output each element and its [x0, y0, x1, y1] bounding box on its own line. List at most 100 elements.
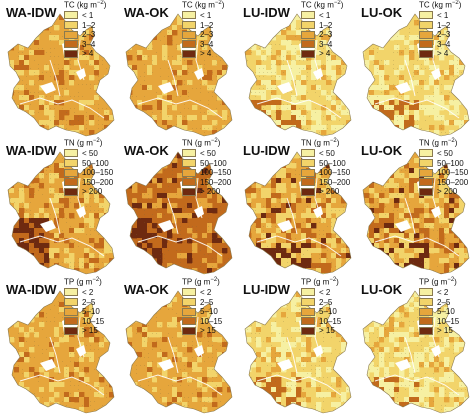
- map-cell: [89, 362, 95, 368]
- map-cell: [281, 80, 287, 86]
- map-cell: [232, 228, 236, 233]
- map-cell: [207, 70, 213, 76]
- map-cell: [44, 253, 50, 259]
- map-cell: [379, 85, 385, 91]
- map-cell: [227, 75, 232, 81]
- map-cell: [132, 208, 138, 214]
- map-cell: [251, 208, 257, 214]
- legend-unit-exponent: −2: [333, 0, 341, 6]
- map-cell: [409, 183, 415, 189]
- map-cell: [301, 100, 307, 106]
- map-cell: [321, 135, 327, 136]
- map-cell: [54, 392, 60, 398]
- map-cell: [74, 407, 80, 413]
- map-cell: [19, 302, 25, 308]
- map-cell: [79, 95, 85, 101]
- map-cell: [127, 163, 133, 169]
- map-cell: [326, 30, 332, 36]
- map-cell: [34, 90, 40, 96]
- map-cell: [212, 100, 218, 106]
- map-cell: [162, 392, 168, 398]
- map-cell: [394, 273, 400, 274]
- map-cell: [79, 228, 85, 234]
- map-cell: [346, 233, 351, 239]
- map-cell: [439, 188, 445, 194]
- map-cell: [34, 45, 40, 51]
- legend-swatch: [419, 40, 433, 49]
- map-cell: [276, 120, 282, 126]
- map-cell: [261, 332, 267, 338]
- legend-unit-close: ): [336, 277, 339, 287]
- map-cell: [227, 233, 232, 239]
- map-cell: [369, 110, 375, 116]
- map-cell: [8, 372, 10, 378]
- map-cell: [261, 253, 267, 259]
- map-cell: [39, 208, 45, 214]
- map-cell: [246, 327, 252, 333]
- map-cell: [132, 168, 138, 174]
- map-cell: [316, 218, 322, 224]
- map-cell: [207, 263, 213, 269]
- map-cell: [389, 115, 395, 121]
- map-cell: [291, 392, 297, 398]
- map-cell: [301, 357, 307, 363]
- map-cell: [222, 80, 228, 86]
- legend-class-label: 3–4: [319, 39, 333, 49]
- map-cell: [389, 30, 395, 36]
- map-cell: [266, 302, 272, 308]
- map-cell: [54, 163, 60, 169]
- map-cell: [212, 243, 218, 249]
- map-cell: [384, 243, 390, 249]
- map-cell: [409, 173, 415, 179]
- legend-swatch: [182, 298, 196, 307]
- map-cell: [251, 297, 257, 303]
- map-cell: [132, 45, 138, 51]
- map-cell: [296, 322, 302, 328]
- map-cell: [469, 243, 473, 248]
- map-cell: [182, 347, 188, 353]
- map-cell: [14, 297, 20, 303]
- map-cell: [251, 228, 257, 234]
- map-cell: [177, 178, 183, 184]
- map-cell: [182, 70, 188, 76]
- map-cell: [126, 337, 128, 343]
- map-cell: [162, 342, 168, 348]
- map-cell: [142, 337, 148, 343]
- map-cell: [364, 35, 370, 41]
- map-cell: [227, 263, 232, 269]
- map-cell: [374, 60, 380, 66]
- map-cell: [379, 95, 385, 101]
- legend-title: TN (g m−2): [301, 138, 350, 148]
- map-cell: [24, 357, 30, 363]
- map-cell: [296, 75, 302, 81]
- map-cell: [363, 45, 365, 51]
- map-cell: [89, 228, 95, 234]
- map-cell: [399, 173, 405, 179]
- map-cell: [245, 198, 247, 204]
- map-cell: [157, 322, 163, 328]
- map-cell: [286, 392, 292, 398]
- map-cell: [182, 362, 188, 368]
- legend-row: < 1: [64, 11, 106, 21]
- map-cell: [19, 397, 25, 403]
- map-cell: [276, 347, 282, 353]
- map-cell: [192, 125, 198, 131]
- map-cell: [271, 382, 277, 388]
- map-cell: [74, 367, 80, 373]
- map-cell: [316, 198, 322, 204]
- map-cell: [34, 50, 40, 56]
- map-cell: [207, 110, 213, 116]
- map-cell: [404, 268, 410, 274]
- map-cell: [54, 183, 60, 189]
- legend-unit: (kg m: [431, 0, 452, 10]
- map-cell: [384, 55, 390, 61]
- map-cell: [109, 70, 114, 76]
- map-cell: [394, 238, 400, 244]
- map-cell: [137, 243, 143, 249]
- legend-title: TP (g m−2): [182, 277, 222, 287]
- map-cell: [246, 188, 252, 194]
- map-cell: [182, 387, 188, 393]
- map-cell: [9, 173, 15, 179]
- map-cell: [256, 183, 262, 189]
- map-cell: [326, 397, 332, 403]
